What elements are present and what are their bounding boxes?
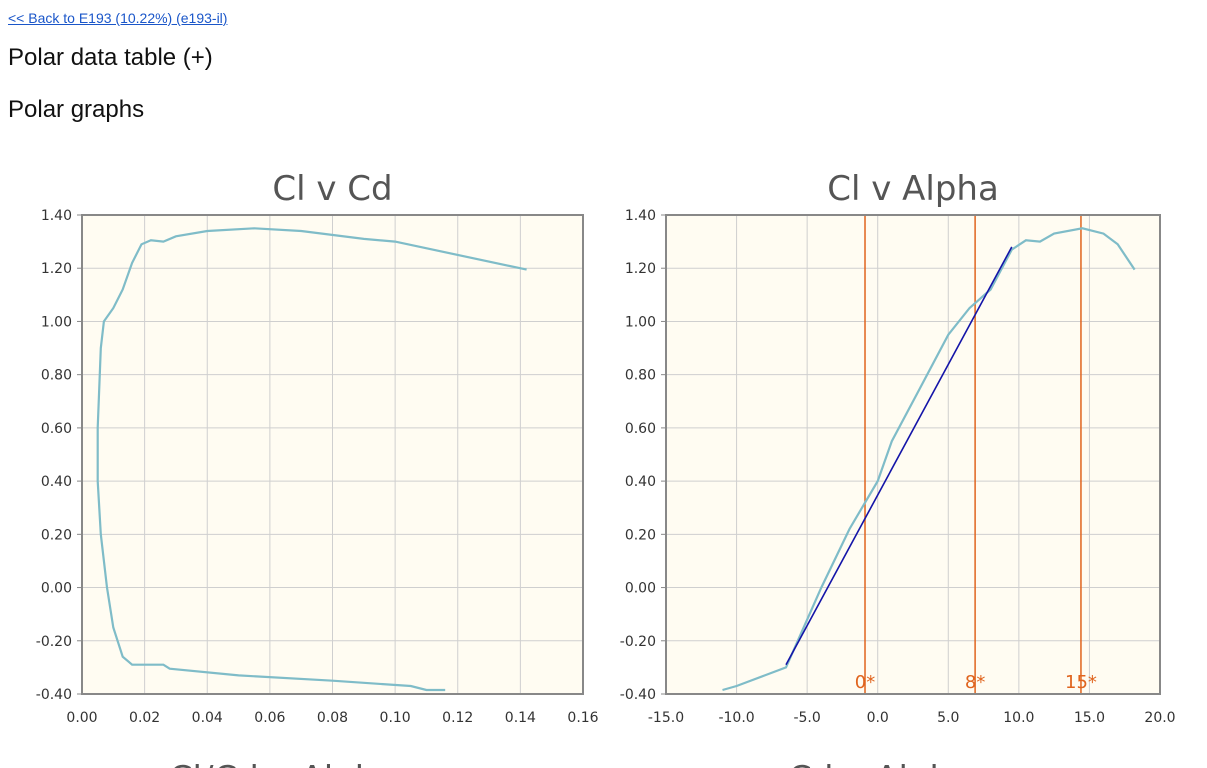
- y-tick-label: 1.40: [625, 208, 656, 224]
- y-tick-label: -0.40: [36, 687, 72, 703]
- x-tick-label: 0.10: [380, 710, 411, 726]
- y-tick-label: 0.40: [625, 474, 656, 490]
- plot-area: [666, 215, 1160, 694]
- y-tick-label: 0.00: [41, 581, 72, 597]
- y-tick-label: -0.40: [620, 687, 656, 703]
- marker-label: 0*: [855, 672, 875, 693]
- y-tick-label: -0.20: [36, 634, 72, 650]
- y-tick-label: 0.20: [41, 527, 72, 543]
- x-tick-label: 0.08: [317, 710, 348, 726]
- marker-label: 15*: [1065, 672, 1097, 693]
- x-tick-label: 0.12: [442, 710, 473, 726]
- y-tick-label: -0.20: [620, 634, 656, 650]
- x-tick-label: 0.04: [192, 710, 223, 726]
- x-tick-label: -15.0: [648, 710, 684, 726]
- x-tick-label: 5.0: [937, 710, 959, 726]
- x-tick-label: 0.0: [867, 710, 889, 726]
- y-tick-label: 1.00: [41, 314, 72, 330]
- y-tick-label: 0.80: [41, 368, 72, 384]
- chart-title: Cl v Alpha: [827, 169, 999, 209]
- y-tick-label: 0.40: [41, 474, 72, 490]
- y-tick-label: 0.80: [625, 368, 656, 384]
- x-tick-label: 10.0: [1003, 710, 1034, 726]
- chart-title: Cd v Alpha: [788, 759, 972, 768]
- y-tick-label: 0.60: [41, 421, 72, 437]
- plot-border: [665, 214, 1161, 695]
- x-tick-label: 0.02: [129, 710, 160, 726]
- x-tick-label: -10.0: [718, 710, 754, 726]
- chart-title: Cl/Cd v Alpha: [169, 759, 397, 768]
- fit-line: [785, 246, 1013, 666]
- marker-label: 8*: [965, 672, 985, 693]
- heading: Polar data table (+): [8, 44, 213, 71]
- x-tick-label: 0.06: [254, 710, 285, 726]
- x-tick-label: -5.0: [793, 710, 820, 726]
- y-tick-label: 1.40: [41, 208, 72, 224]
- x-tick-label: 0.16: [567, 710, 598, 726]
- back-link[interactable]: << Back to E193 (10.22%) (e193-il): [8, 10, 228, 26]
- y-tick-label: 0.60: [625, 421, 656, 437]
- x-tick-label: 0.00: [66, 710, 97, 726]
- data-line: [96, 227, 527, 692]
- plot-border: [81, 214, 584, 695]
- y-tick-label: 1.20: [41, 261, 72, 277]
- heading: Polar graphs: [8, 96, 145, 123]
- x-tick-label: 20.0: [1144, 710, 1175, 726]
- y-tick-label: 1.00: [625, 314, 656, 330]
- y-tick-label: 0.20: [625, 527, 656, 543]
- x-tick-label: 0.14: [505, 710, 536, 726]
- x-tick-label: 15.0: [1074, 710, 1105, 726]
- y-tick-label: 1.20: [625, 261, 656, 277]
- y-tick-label: 0.00: [625, 581, 656, 597]
- chart-title: Cl v Cd: [272, 169, 392, 209]
